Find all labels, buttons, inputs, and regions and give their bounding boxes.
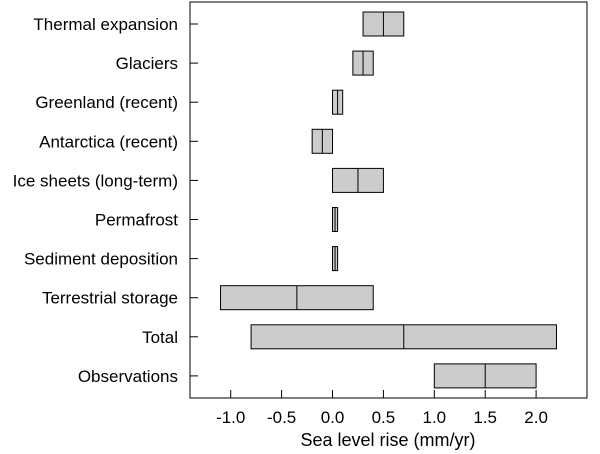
x-tick-label: 1.0	[422, 408, 446, 427]
category-label-sediment-deposition: Sediment deposition	[24, 250, 178, 269]
category-label-greenland-recent: Greenland (recent)	[35, 93, 178, 112]
x-tick-label: 0.5	[372, 408, 396, 427]
category-label-total: Total	[142, 328, 178, 347]
x-tick-label: -0.5	[267, 408, 296, 427]
category-label-ice-sheets-long-term: Ice sheets (long-term)	[13, 171, 178, 190]
x-ticks: -1.0 -0.5 0.0 0.5 1.0 1.5 2.0	[216, 390, 548, 427]
category-label-observations: Observations	[78, 367, 178, 386]
x-tick-label: -1.0	[216, 408, 245, 427]
x-tick-label: 2.0	[524, 408, 548, 427]
y-tick-marks	[190, 23, 198, 377]
category-label-thermal-expansion: Thermal expansion	[33, 15, 178, 34]
category-labels: Thermal expansion Glaciers Greenland (rece…	[13, 15, 179, 386]
x-axis-label: Sea level rise (mm/yr)	[300, 430, 475, 450]
category-label-terrestrial-storage: Terrestrial storage	[42, 289, 178, 308]
range-boxes	[220, 11, 557, 389]
x-tick-label: 1.5	[473, 408, 497, 427]
category-label-glaciers: Glaciers	[116, 54, 178, 73]
plot-area-frame	[189, 1, 588, 399]
category-label-permafrost: Permafrost	[95, 211, 178, 230]
category-label-antarctica-recent: Antarctica (recent)	[39, 132, 178, 151]
x-tick-label: 0.0	[321, 408, 345, 427]
